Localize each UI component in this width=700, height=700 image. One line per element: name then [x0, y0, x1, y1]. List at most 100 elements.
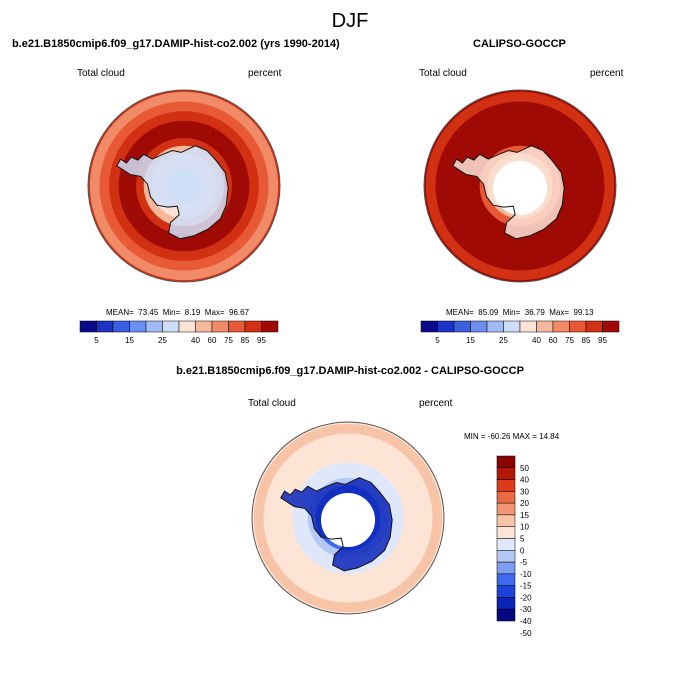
colorbar-tick-label: 15 — [520, 511, 529, 520]
figure-title: DJF — [331, 10, 369, 32]
colorbar-segment — [496, 561, 516, 575]
obs-mean-label: MEAN= — [446, 308, 474, 317]
colorbar-segment — [496, 514, 516, 527]
colorbar-segment — [585, 320, 603, 333]
model-colorbar: 5 15 25 40 60 75 85 95 — [79, 320, 279, 345]
obs-max-label: Max= — [549, 308, 570, 317]
colorbar-tick-label: 40 — [520, 476, 529, 485]
map-boundary — [87, 89, 281, 283]
colorbar-tick-label: 95 — [257, 336, 266, 345]
colorbar-tick-label: 10 — [520, 523, 529, 532]
obs-cloud-map — [423, 89, 617, 283]
colorbar-tick-label: -30 — [520, 605, 532, 614]
colorbar-tick-label: 40 — [532, 336, 541, 345]
diff-max-label: MAX = — [512, 432, 537, 441]
colorbar-tick-label: 50 — [520, 464, 529, 473]
obs-colorbar: 5 15 25 40 60 75 85 95 — [420, 320, 620, 345]
model-variable-label: Total cloud — [77, 68, 125, 79]
colorbar-tick-label: 15 — [125, 336, 134, 345]
difference-map — [251, 421, 445, 615]
obs-min-label: Min= — [502, 308, 521, 317]
antarctica-coastline — [280, 477, 393, 572]
map-boundary — [423, 89, 617, 283]
obs-panel-title: CALIPSO-GOCCP — [473, 38, 566, 50]
colorbar-segment — [261, 320, 279, 333]
colorbar-segment — [129, 320, 147, 333]
no-data-hole — [321, 493, 375, 547]
colorbar-segment — [496, 455, 516, 469]
colorbar-segment — [519, 320, 537, 333]
model-mean-label: MEAN= — [106, 308, 134, 317]
colorbar-segment — [496, 573, 516, 586]
colorbar-segment — [145, 320, 163, 333]
colorbar-segment — [486, 320, 504, 333]
colorbar-segment — [496, 526, 516, 539]
obs-mean-value: 85.09 — [478, 308, 499, 317]
colorbar-tick-label: 85 — [241, 336, 250, 345]
colorbar-tick-label: 60 — [549, 336, 558, 345]
colorbar-tick-label: 75 — [565, 336, 574, 345]
colorbar-segment — [496, 479, 516, 492]
colorbar-tick-label: 85 — [582, 336, 591, 345]
colorbar-tick-label: 20 — [520, 499, 529, 508]
diff-min-value: -60.26 — [487, 432, 511, 441]
colorbar-tick-label: -40 — [520, 617, 532, 626]
diff-variable-label: Total cloud — [248, 398, 296, 409]
antarctica-coastline — [116, 145, 229, 240]
colorbar-tick-label: 25 — [499, 336, 508, 345]
no-data-hole — [493, 161, 547, 215]
colorbar-segment — [420, 320, 438, 333]
obs-stats: MEAN= 85.09 Min= 36.79 Max= 99.13 — [446, 308, 594, 317]
colorbar-tick-label: 25 — [158, 336, 167, 345]
colorbar-segment — [162, 320, 180, 333]
obs-variable-label: Total cloud — [419, 68, 467, 79]
obs-min-value: 36.79 — [524, 308, 545, 317]
colorbar-segment — [569, 320, 587, 333]
colorbar-segment — [496, 467, 516, 480]
model-min-label: Min= — [162, 308, 181, 317]
colorbar-segment — [496, 608, 516, 622]
diff-min-label: MIN = — [464, 432, 486, 441]
antarctica-coastline — [452, 145, 565, 240]
colorbar-segment — [470, 320, 488, 333]
model-panel-title: b.e21.B1850cmip6.f09_g17.DAMIP-hist-co2.… — [12, 38, 340, 50]
colorbar-segment — [496, 491, 516, 504]
colorbar-segment — [79, 320, 97, 333]
diff-stats: MIN = -60.26 MAX = 14.84 — [464, 432, 559, 441]
colorbar-segment — [453, 320, 471, 333]
colorbar-tick-label: 95 — [598, 336, 607, 345]
model-units-label: percent — [248, 68, 282, 79]
colorbar-tick-label: 5 — [520, 535, 525, 544]
colorbar-tick-label: 5 — [435, 336, 440, 345]
model-stats: MEAN= 73.45 Min= 8.19 Max= 96.67 — [106, 308, 249, 317]
model-cloud-map — [87, 89, 281, 283]
colorbar-tick-label: -20 — [520, 593, 532, 602]
colorbar-segment — [496, 538, 516, 551]
colorbar-segment — [552, 320, 570, 333]
diff-max-value: 14.84 — [539, 432, 560, 441]
colorbar-segment — [496, 550, 516, 563]
colorbar-segment — [602, 320, 620, 333]
model-max-value: 96.67 — [229, 308, 250, 317]
colorbar-tick-label: 40 — [191, 336, 200, 345]
colorbar-segment — [228, 320, 246, 333]
colorbar-tick-label: -15 — [520, 582, 532, 591]
model-mean-value: 73.45 — [138, 308, 159, 317]
model-min-value: 8.19 — [184, 308, 201, 317]
continent-field — [116, 145, 229, 239]
colorbar-segment — [536, 320, 554, 333]
colorbar-tick-label: 5 — [94, 336, 99, 345]
colorbar-segment — [244, 320, 262, 333]
colorbar-tick-label: 0 — [520, 546, 525, 555]
colorbar-segment — [112, 320, 130, 333]
colorbar-tick-label: 60 — [208, 336, 217, 345]
obs-max-value: 99.13 — [573, 308, 594, 317]
colorbar-segment — [496, 597, 516, 610]
colorbar-tick-label: -10 — [520, 570, 532, 579]
colorbar-tick-label: -50 — [520, 629, 532, 638]
colorbar-segment — [178, 320, 196, 333]
colorbar-segment — [96, 320, 114, 333]
diff-units-label: percent — [419, 398, 453, 409]
